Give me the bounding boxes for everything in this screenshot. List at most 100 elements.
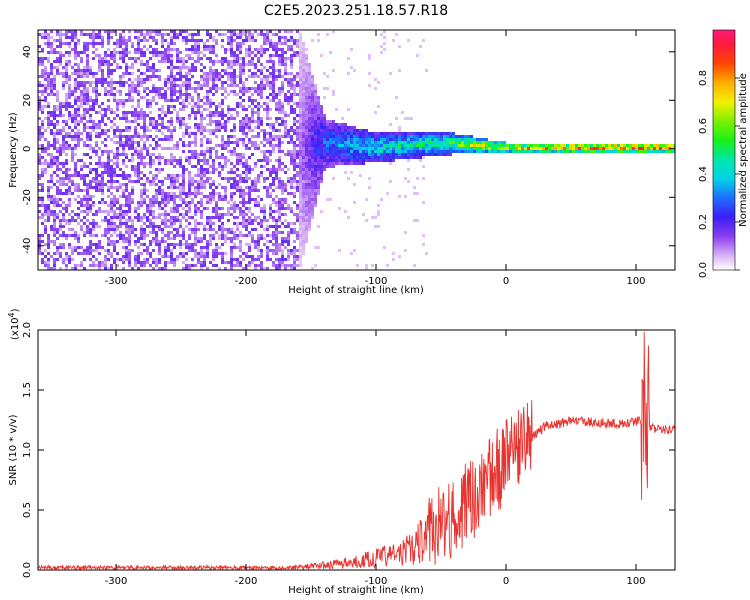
heatmap-cell xyxy=(83,189,86,192)
heatmap-cell xyxy=(71,30,74,33)
heatmap-cell xyxy=(302,177,305,180)
heatmap-cell xyxy=(200,216,203,219)
heatmap-cell xyxy=(143,189,146,192)
heatmap-cell xyxy=(125,189,128,192)
heatmap-cell xyxy=(218,120,221,123)
heatmap-cell xyxy=(116,126,119,129)
heatmap-cell xyxy=(254,258,257,261)
heatmap-cell xyxy=(215,105,218,108)
heatmap-cell xyxy=(326,153,329,156)
heatmap-cell xyxy=(98,66,101,69)
heatmap-cell xyxy=(302,174,305,177)
heatmap-cell xyxy=(320,144,323,147)
heatmap-cell xyxy=(194,132,197,135)
heatmap-cell xyxy=(215,252,218,255)
heatmap-cell xyxy=(239,249,242,252)
heatmap-cell xyxy=(260,237,263,240)
heatmap-cell xyxy=(359,138,362,141)
heatmap-cell xyxy=(80,81,83,84)
heatmap-cell xyxy=(257,264,260,267)
heatmap-cell xyxy=(104,165,107,168)
heatmap-cell xyxy=(161,57,164,60)
heatmap-cell xyxy=(248,126,251,129)
heatmap-cell xyxy=(437,138,440,141)
heatmap-cell xyxy=(62,33,65,36)
heatmap-cell xyxy=(125,177,128,180)
heatmap-cell xyxy=(260,255,263,258)
heatmap-cell xyxy=(335,144,338,147)
heatmap-cell xyxy=(284,153,287,156)
heatmap-cell xyxy=(134,153,137,156)
heatmap-cell xyxy=(377,138,380,141)
heatmap-cell xyxy=(110,192,113,195)
heatmap-cell xyxy=(314,204,317,207)
heatmap-cell xyxy=(521,150,524,153)
heatmap-cell xyxy=(95,180,98,183)
heatmap-cell xyxy=(275,129,278,132)
heatmap-cell xyxy=(137,168,140,171)
heatmap-cell xyxy=(299,87,302,90)
heatmap-cell xyxy=(350,126,353,129)
heatmap-cell xyxy=(389,135,392,138)
heatmap-cell xyxy=(314,156,317,159)
heatmap-cell xyxy=(200,138,203,141)
heatmap-cell xyxy=(314,195,317,198)
heatmap-cell xyxy=(212,69,215,72)
heatmap-cell xyxy=(62,162,65,165)
heatmap-cell xyxy=(386,138,389,141)
heatmap-cell xyxy=(380,159,383,162)
heatmap-cell xyxy=(446,147,449,150)
heatmap-cell xyxy=(395,144,398,147)
heatmap-cell xyxy=(446,144,449,147)
heatmap-cell xyxy=(137,153,140,156)
heatmap-cell xyxy=(155,183,158,186)
heatmap-cell xyxy=(95,150,98,153)
heatmap-cell xyxy=(203,234,206,237)
heatmap-cell xyxy=(50,165,53,168)
heatmap-cell xyxy=(131,222,134,225)
heatmap-cell xyxy=(200,261,203,264)
heatmap-cell xyxy=(164,246,167,249)
heatmap-cell xyxy=(143,90,146,93)
heatmap-cell xyxy=(221,114,224,117)
heatmap-cell xyxy=(278,42,281,45)
heatmap-cell xyxy=(440,150,443,153)
heatmap-cell xyxy=(179,126,182,129)
heatmap-cell xyxy=(272,171,275,174)
heatmap-cell xyxy=(125,81,128,84)
heatmap-cell xyxy=(191,192,194,195)
heatmap-cell xyxy=(110,78,113,81)
heatmap-cell xyxy=(350,159,353,162)
heatmap-cell xyxy=(89,132,92,135)
heatmap-cell xyxy=(236,264,239,267)
heatmap-cell xyxy=(146,147,149,150)
heatmap-cell xyxy=(173,264,176,267)
heatmap-cell xyxy=(290,210,293,213)
heatmap-cell xyxy=(41,69,44,72)
heatmap-cell xyxy=(155,120,158,123)
heatmap-cell xyxy=(221,237,224,240)
heatmap-cell xyxy=(125,39,128,42)
heatmap-cell xyxy=(458,135,461,138)
heatmap-cell xyxy=(281,237,284,240)
heatmap-cell xyxy=(83,162,86,165)
heatmap-cell xyxy=(65,135,68,138)
heatmap-cell xyxy=(293,177,296,180)
heatmap-cell xyxy=(56,216,59,219)
heatmap-cell xyxy=(386,144,389,147)
heatmap-cell xyxy=(470,150,473,153)
heatmap-cell xyxy=(176,60,179,63)
heatmap-cell xyxy=(278,267,281,270)
heatmap-cell xyxy=(233,237,236,240)
heatmap-cell xyxy=(359,132,362,135)
heatmap-cell xyxy=(266,192,269,195)
heatmap-cell xyxy=(50,153,53,156)
heatmap-cell xyxy=(98,33,101,36)
heatmap-cell xyxy=(50,228,53,231)
heatmap-cell xyxy=(317,180,320,183)
heatmap-cell xyxy=(224,57,227,60)
heatmap-cell xyxy=(101,108,104,111)
heatmap-cell xyxy=(233,90,236,93)
heatmap-cell xyxy=(194,210,197,213)
heatmap-cell xyxy=(116,114,119,117)
